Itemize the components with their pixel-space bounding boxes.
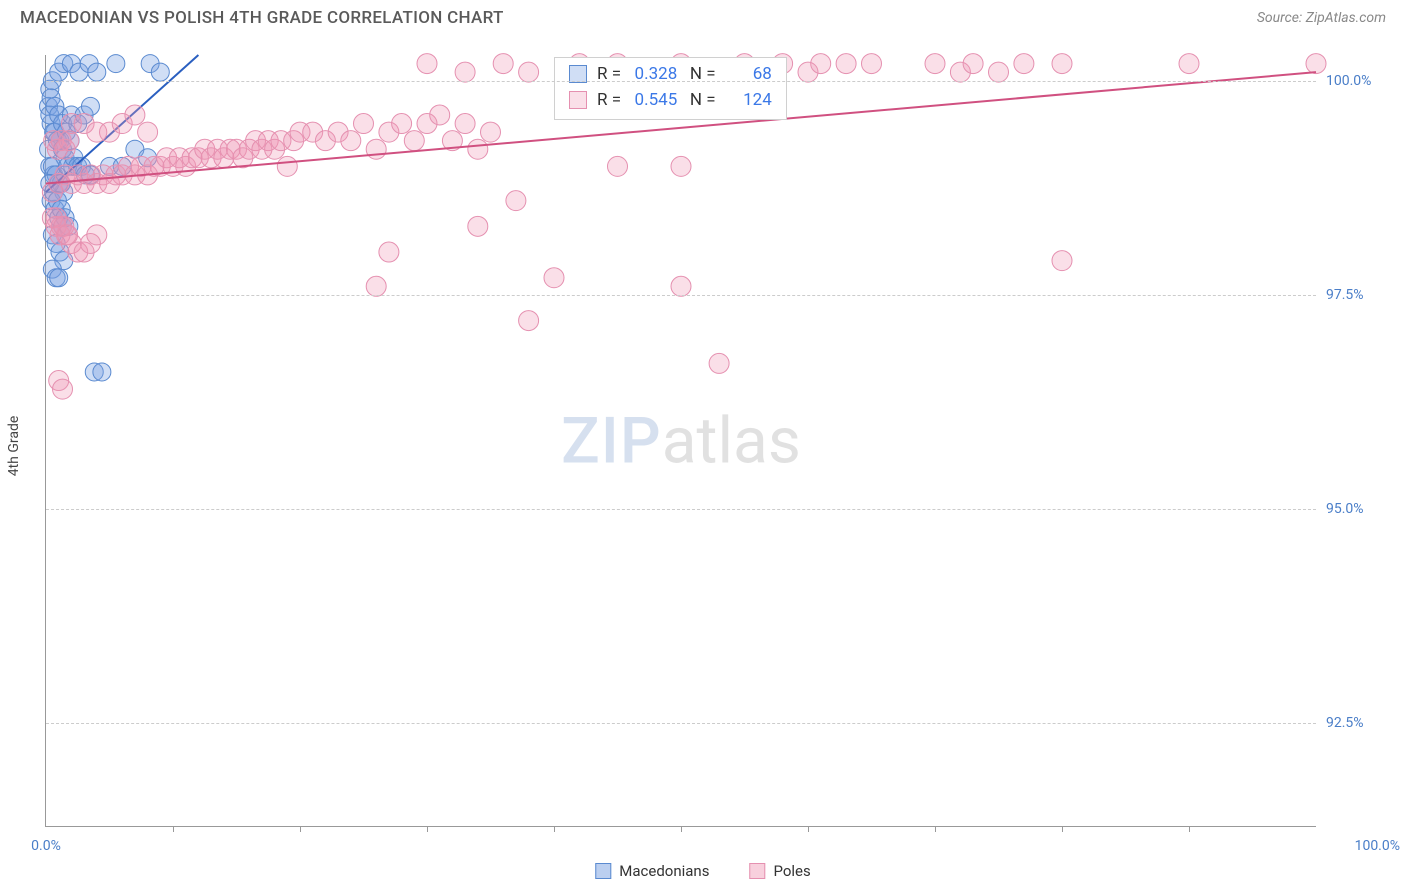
data-point [366, 276, 386, 296]
data-point [493, 54, 513, 74]
legend-item: Macedonians [595, 862, 709, 880]
x-tick-label: 100.0% [1355, 838, 1400, 854]
x-tick [935, 826, 936, 832]
data-point [836, 54, 856, 74]
legend-label: Poles [773, 862, 810, 880]
data-point [50, 269, 68, 287]
data-point [151, 63, 169, 81]
gridline-h [46, 509, 1316, 510]
data-point [277, 156, 297, 176]
legend: Macedonians Poles [595, 862, 810, 880]
correlation-stats-box: R = 0.328 N = 68R = 0.545 N = 124 [554, 57, 787, 120]
data-point [392, 114, 412, 134]
y-tick-label: 97.5% [1326, 287, 1396, 303]
data-point [963, 54, 983, 74]
data-point [468, 216, 488, 236]
gridline-h [46, 81, 1316, 82]
data-point [506, 191, 526, 211]
data-point [354, 114, 374, 134]
n-value: 68 [720, 62, 772, 88]
x-tick [173, 826, 174, 832]
data-point [1306, 54, 1326, 74]
data-point [366, 139, 386, 159]
data-point [93, 363, 111, 381]
source-attribution: Source: ZipAtlas.com [1257, 10, 1386, 26]
x-tick-label: 0.0% [31, 838, 61, 854]
x-tick [1189, 826, 1190, 832]
data-point [1014, 54, 1034, 74]
data-point [58, 225, 78, 245]
n-value: 124 [720, 88, 772, 114]
x-tick [427, 826, 428, 832]
data-point [404, 131, 424, 151]
data-point [709, 353, 729, 373]
legend-swatch [595, 863, 611, 879]
data-point [59, 131, 79, 151]
data-point [125, 105, 145, 125]
data-point [379, 242, 399, 262]
data-point [81, 97, 99, 115]
data-point [87, 225, 107, 245]
gridline-h [46, 723, 1316, 724]
data-point [455, 114, 475, 134]
chart-header: MACEDONIAN VS POLISH 4TH GRADE CORRELATI… [0, 0, 1406, 32]
data-point [468, 139, 488, 159]
data-point [1179, 54, 1199, 74]
data-point [53, 379, 73, 399]
stat-row: R = 0.545 N = 124 [569, 88, 772, 114]
data-point [341, 131, 361, 151]
legend-swatch [749, 863, 765, 879]
data-point [519, 311, 539, 331]
data-point [1052, 54, 1072, 74]
x-tick [681, 826, 682, 832]
data-point [671, 156, 691, 176]
legend-swatch [569, 91, 587, 109]
data-point [608, 156, 628, 176]
data-point [481, 122, 501, 142]
r-value: 0.545 [625, 88, 677, 114]
data-point [1052, 251, 1072, 271]
y-tick-label: 92.5% [1326, 715, 1396, 731]
y-tick-label: 100.0% [1326, 73, 1396, 89]
x-tick [300, 826, 301, 832]
data-point [671, 276, 691, 296]
stat-row: R = 0.328 N = 68 [569, 62, 772, 88]
legend-label: Macedonians [619, 862, 709, 880]
data-point [989, 62, 1009, 82]
data-point [138, 122, 158, 142]
y-axis-label: 4th Grade [6, 416, 22, 477]
data-point [811, 54, 831, 74]
data-point [925, 54, 945, 74]
data-point [544, 268, 564, 288]
gridline-h [46, 295, 1316, 296]
y-tick-label: 95.0% [1326, 501, 1396, 517]
scatter-svg [46, 55, 1316, 826]
data-point [455, 62, 475, 82]
x-tick [808, 826, 809, 832]
x-tick [1062, 826, 1063, 832]
data-point [417, 54, 437, 74]
data-point [430, 105, 450, 125]
data-point [519, 62, 539, 82]
data-point [88, 63, 106, 81]
data-point [862, 54, 882, 74]
legend-item: Poles [749, 862, 810, 880]
r-value: 0.328 [625, 62, 677, 88]
x-tick [554, 826, 555, 832]
chart-title: MACEDONIAN VS POLISH 4TH GRADE CORRELATI… [20, 8, 504, 28]
data-point [107, 55, 125, 73]
plot-area: ZIPatlas R = 0.328 N = 68R = 0.545 N = 1… [45, 55, 1316, 827]
